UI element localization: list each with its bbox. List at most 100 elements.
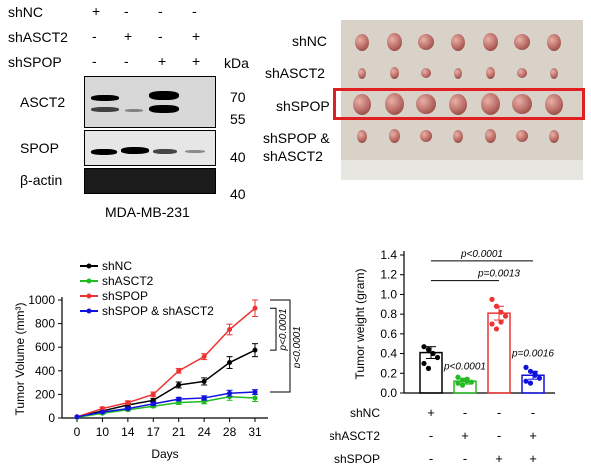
highlight-box	[333, 88, 585, 120]
tumor-weight-chart: 0.0 0.2 0.4 0.6 0.8 1.0 1.2 1.4 Tumor weight (gr…	[330, 248, 555, 466]
data-point	[176, 382, 182, 388]
data-point	[532, 370, 538, 376]
sig-bracket	[270, 299, 291, 393]
data-point	[125, 400, 131, 406]
y-tick-label: 600	[35, 340, 55, 354]
x-tick-label: 31	[248, 425, 262, 439]
sign: -	[429, 428, 433, 443]
p-value-label: p<0.0001	[278, 309, 289, 352]
data-point	[252, 347, 258, 353]
data-point	[74, 414, 80, 420]
data-point	[527, 368, 534, 374]
x-tick-label: 10	[96, 425, 110, 439]
tumor-sample	[514, 34, 530, 50]
y-tick-label: 800	[35, 317, 55, 331]
x-tick-label: 17	[147, 425, 161, 439]
data-point	[99, 409, 105, 415]
marker-40b: 40	[230, 186, 246, 202]
tumor-sample	[451, 33, 465, 51]
legend-label: shASCT2	[102, 274, 154, 288]
wb-sign: +	[158, 53, 167, 69]
sig-bracket	[270, 307, 277, 351]
sign-row-label: shSPOP	[334, 452, 380, 466]
data-point	[493, 326, 500, 332]
wb-sign: +	[92, 3, 101, 19]
wb-sign: -	[192, 3, 197, 19]
tumor-sample	[547, 33, 561, 51]
cell-line-label: MDA-MB-231	[105, 204, 190, 220]
legend-marker	[86, 263, 92, 269]
wb-sign: -	[158, 3, 163, 19]
tumor-sample	[549, 129, 559, 143]
y-axis-title: Tumor weight (gram)	[353, 269, 367, 380]
data-point	[459, 377, 466, 383]
p-value-label: p=0.0013	[477, 269, 520, 280]
sign-row-label: shASCT2	[330, 429, 380, 443]
tumor-sample	[420, 130, 432, 142]
wb-sign: -	[92, 53, 97, 69]
data-point	[176, 368, 182, 374]
sign: +	[495, 451, 503, 466]
y-tick-label: 1.0	[380, 287, 397, 301]
wb-sign: -	[158, 28, 163, 44]
tumor-volume-chart: 0 200 400 600 800 1000 0 10 14 17 21 24 28 31 Days Tumo…	[13, 259, 300, 461]
y-tick-label: 0.8	[380, 307, 397, 321]
asct2-blot	[84, 76, 216, 128]
tumor-sample	[449, 93, 467, 115]
wb-sign: -	[124, 53, 129, 69]
tumor-sample	[482, 33, 498, 51]
sign-row-label: shNC	[350, 406, 380, 420]
data-point	[150, 391, 156, 397]
blot-label-actin: β-actin	[20, 172, 63, 188]
y-tick-label: 0.2	[380, 366, 397, 380]
sign: +	[427, 405, 435, 420]
legend-label: shSPOP	[102, 289, 148, 303]
data-point	[536, 375, 543, 381]
wb-sign: -	[124, 3, 129, 19]
photo-label-combo-2: shASCT2	[263, 148, 323, 164]
data-point	[125, 406, 131, 412]
data-point	[425, 347, 432, 353]
tumor-sample	[416, 94, 436, 114]
data-point	[498, 319, 504, 325]
data-point	[434, 354, 441, 361]
data-point	[430, 350, 436, 357]
tumor-sample	[545, 93, 563, 115]
data-point	[464, 376, 470, 382]
p-value-label: p<0.0001	[460, 249, 503, 260]
data-point	[227, 394, 233, 400]
data-point	[150, 401, 156, 407]
x-tick-label: 24	[197, 425, 211, 439]
photo-label-shasct2: shASCT2	[265, 65, 325, 81]
data-point	[227, 390, 233, 396]
sign: +	[529, 428, 537, 443]
series-line	[76, 349, 256, 418]
tumor-sample	[388, 129, 400, 143]
data-point	[489, 321, 495, 327]
x-tick-label: 21	[172, 425, 186, 439]
x-tick-label: 0	[74, 425, 81, 439]
y-tick-label: 0.0	[380, 386, 397, 400]
data-point	[425, 365, 432, 371]
spop-blot	[84, 130, 216, 166]
data-point	[150, 397, 156, 403]
data-point	[252, 305, 258, 311]
tumor-sample	[516, 130, 528, 142]
x-tick-label: 14	[121, 425, 135, 439]
series-line	[76, 391, 256, 418]
data-point	[498, 309, 504, 315]
photo-label-combo-1: shSPOP &	[263, 130, 330, 146]
wb-sign: -	[92, 28, 97, 44]
wb-sign: +	[192, 53, 201, 69]
y-tick-label: 1.2	[380, 268, 397, 282]
tumor-sample	[389, 67, 399, 79]
sign: +	[529, 451, 537, 466]
series-line	[76, 396, 256, 419]
data-point	[455, 380, 461, 386]
tumor-sample	[480, 93, 500, 115]
y-tick-label: 0.6	[380, 327, 397, 341]
y-tick-label: 200	[35, 387, 55, 401]
ruler	[341, 160, 583, 180]
data-point	[523, 378, 529, 384]
data-point	[252, 389, 258, 395]
